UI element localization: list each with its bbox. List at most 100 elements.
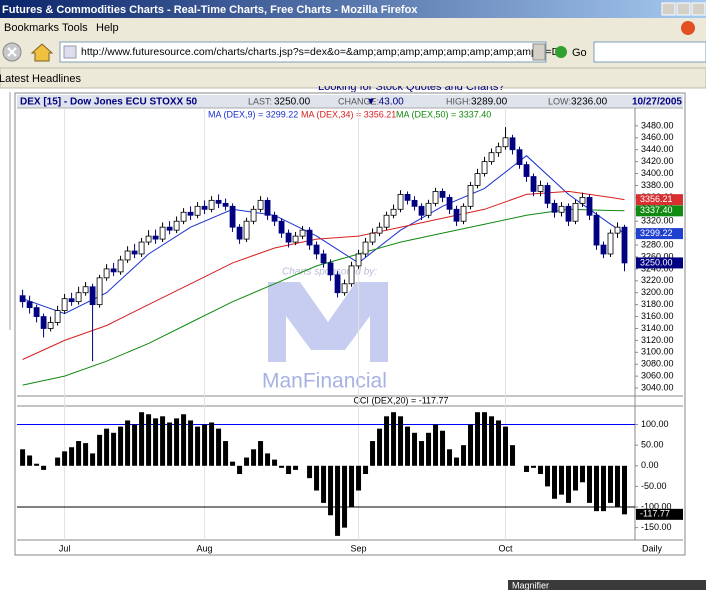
cci-bar	[188, 420, 194, 466]
cci-bar	[111, 432, 117, 466]
cci-bar	[132, 424, 138, 466]
stat-value: ▼ 43.00	[366, 97, 404, 108]
candle-body	[124, 250, 131, 261]
legend-entry: MA (DEX,9) = 3299.22	[208, 109, 298, 119]
sponsor-logo	[268, 282, 388, 362]
value-box-label: 3337.40	[640, 205, 673, 215]
url-dropdown[interactable]	[532, 43, 546, 61]
candle-body	[516, 149, 523, 166]
cci-bar	[426, 432, 432, 466]
url-bar[interactable]	[59, 41, 547, 63]
cci-bar	[216, 428, 222, 466]
menu-item[interactable]: Help	[96, 22, 119, 34]
cci-bar	[468, 424, 474, 466]
y-tick-label: 3100.00	[641, 347, 674, 357]
y-tick-label: 3420.00	[641, 156, 674, 166]
candle-body	[453, 208, 460, 222]
cci-bar	[482, 412, 488, 466]
candle-body	[460, 205, 467, 222]
url-text: http://www.futuresource.com/charts/chart…	[81, 46, 566, 58]
cci-bar	[531, 465, 537, 468]
candle-body	[194, 205, 201, 216]
magnifier-bar[interactable]	[508, 580, 706, 590]
candle-body	[607, 232, 614, 255]
legend-entry: MA (DEX,50) = 3337.40	[396, 109, 491, 119]
promo-text[interactable]: Looking for Stock Quotes and Charts?	[318, 81, 505, 93]
y-tick-label: 3260.00	[641, 251, 674, 261]
candle-body	[208, 199, 215, 210]
y-tick-label: -100.00	[641, 501, 672, 511]
value-box	[636, 194, 683, 206]
candle-body	[75, 292, 82, 303]
candle-body	[299, 229, 306, 237]
candle-body	[383, 214, 390, 228]
go-icon[interactable]	[555, 46, 567, 58]
cci-bar	[538, 465, 544, 475]
candle-body	[327, 262, 334, 276]
x-tick-label: Oct	[499, 543, 514, 553]
candle-body	[551, 202, 558, 213]
y-tick-label: -50.00	[641, 481, 667, 491]
candle-body	[621, 226, 628, 264]
candle-body	[481, 161, 488, 174]
candle-body	[390, 208, 397, 216]
x-tick-label: Jul	[59, 543, 71, 553]
candle-body	[285, 232, 292, 243]
candle-body	[110, 268, 117, 273]
y-tick-label: 3040.00	[641, 382, 674, 392]
value-box	[636, 205, 683, 217]
y-tick-label: 3200.00	[641, 287, 674, 297]
cci-bar	[622, 465, 628, 515]
home-button[interactable]	[30, 43, 54, 62]
candle-body	[313, 244, 320, 255]
bookmark-link[interactable]: Latest Headlines	[0, 73, 81, 85]
y-tick-label: 0.00	[641, 460, 659, 470]
stat-label: HIGH:	[446, 96, 471, 106]
cci-bar	[461, 445, 467, 466]
close-button[interactable]	[691, 2, 706, 16]
candle-body	[215, 199, 222, 204]
search-box[interactable]	[593, 41, 706, 63]
candle-body	[376, 226, 383, 234]
menu-item[interactable]: Bookmarks	[4, 22, 60, 34]
cci-bar	[27, 455, 33, 466]
y-tick-label: 3180.00	[641, 299, 674, 309]
candle-body	[523, 164, 530, 177]
cci-bar	[307, 465, 313, 479]
cci-bar	[34, 463, 40, 466]
cci-bar	[566, 465, 572, 503]
y-tick-label: 3120.00	[641, 335, 674, 345]
cci-title: CCI (DEX,20) = -117.77	[353, 395, 448, 405]
stat-value: 3236.00	[571, 97, 608, 108]
cci-bar	[398, 416, 404, 466]
candle-body	[614, 226, 621, 234]
maximize-button[interactable]	[676, 2, 691, 16]
cci-bar	[440, 430, 446, 466]
cci-bar	[559, 465, 565, 495]
period-label: Daily	[642, 543, 663, 553]
candle-body	[579, 196, 586, 204]
cci-bar	[349, 465, 355, 508]
candle-body	[89, 286, 96, 306]
cci-bar	[356, 465, 362, 491]
stat-label: LAST:	[248, 96, 272, 106]
minimize-button[interactable]	[661, 2, 676, 16]
go-button[interactable]: Go	[572, 47, 587, 59]
candle-body	[271, 214, 278, 222]
cci-bar	[230, 461, 236, 466]
cci-bar	[202, 424, 208, 466]
cci-bar	[447, 449, 453, 466]
candle-body	[593, 214, 600, 246]
menu-bar	[0, 18, 706, 36]
candle-body	[19, 295, 26, 303]
menu-item[interactable]: Tools	[62, 22, 88, 34]
x-tick-label: Aug	[197, 543, 213, 553]
candle-body	[425, 202, 432, 216]
ma-line	[22, 155, 625, 315]
candle-body	[82, 286, 89, 294]
candle-body	[586, 196, 593, 216]
cci-bar	[279, 465, 285, 468]
candle-body	[411, 199, 418, 207]
